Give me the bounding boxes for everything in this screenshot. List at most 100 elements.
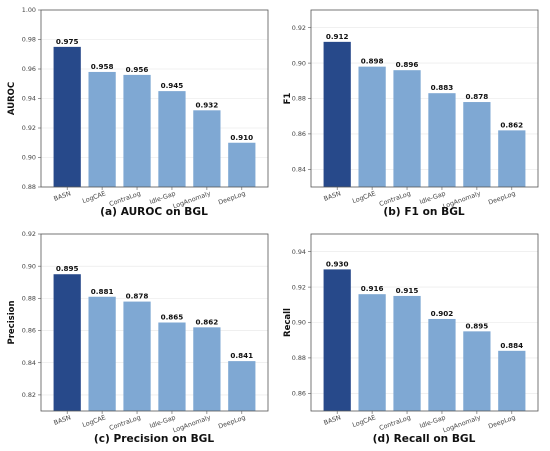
y-tick-label: 0.92 xyxy=(22,124,36,132)
x-tick-label: DeepLog xyxy=(487,189,516,206)
bar-logcae xyxy=(88,296,116,411)
bar-idle-gap xyxy=(428,318,456,411)
x-tick-label: DeepLog xyxy=(217,413,246,430)
x-tick-label: BASN xyxy=(53,413,72,427)
y-tick-label: 0.92 xyxy=(22,230,36,238)
bar-logcae xyxy=(358,66,386,187)
value-label: 0.881 xyxy=(91,287,114,296)
plot-frame xyxy=(40,233,269,412)
y-tick-label: 0.88 xyxy=(292,95,306,103)
bar-logcae xyxy=(358,294,386,411)
plot-frame xyxy=(310,9,539,188)
chart-panel-b: 0.84 0.86 0.88 0.90 0.92 0.912 BASN 0.898 LogCAE… xyxy=(283,9,539,218)
plot-frame xyxy=(40,9,269,188)
x-tick-label: LogCAE xyxy=(81,189,107,205)
bar-deeplog xyxy=(228,142,256,187)
bar-loganomaly xyxy=(193,327,221,411)
value-label: 0.932 xyxy=(196,100,219,109)
value-label: 0.895 xyxy=(56,264,79,273)
y-axis-label: Recall xyxy=(283,308,293,337)
bar-deeplog xyxy=(498,130,526,187)
value-label: 0.878 xyxy=(126,292,149,301)
x-tick-label: DeepLog xyxy=(217,189,246,206)
value-label: 0.865 xyxy=(161,313,184,322)
x-tick-label: BASN xyxy=(53,189,72,203)
y-tick-label: 0.98 xyxy=(22,36,36,44)
y-tick-label: 0.96 xyxy=(22,65,36,73)
y-axis-label: AUROC xyxy=(7,82,17,115)
x-tick-label: LogAnomaly xyxy=(442,413,482,434)
value-label: 0.930 xyxy=(326,259,349,268)
value-label: 0.975 xyxy=(56,37,79,46)
y-tick-label: 0.92 xyxy=(292,24,306,32)
bar-deeplog xyxy=(498,350,526,411)
y-tick-label: 0.88 xyxy=(22,295,36,303)
chart-panel-c: 0.82 0.84 0.86 0.88 0.90 0.92 0.895 BASN 0.881 Lo… xyxy=(7,230,269,445)
y-tick-label: 0.88 xyxy=(292,354,306,362)
y-tick-label: 0.86 xyxy=(292,390,306,398)
y-tick-label: 0.92 xyxy=(292,283,306,291)
y-tick-label: 0.86 xyxy=(292,130,306,138)
y-tick-label: 0.90 xyxy=(292,59,306,67)
bar-basn xyxy=(53,274,81,411)
panel-caption: (c) Precision on BGL xyxy=(94,433,214,445)
bar-loganomaly xyxy=(463,102,491,187)
bar-loganomaly xyxy=(463,331,491,411)
bar-idle-gap xyxy=(158,91,186,187)
bar-basn xyxy=(53,46,81,187)
y-tick-label: 0.90 xyxy=(292,319,306,327)
bar-basn xyxy=(323,269,351,411)
chart-panel-a: 0.88 0.90 0.92 0.94 0.96 0.98 1.00 0.975 BASN 0.9… xyxy=(7,6,269,218)
value-label: 0.878 xyxy=(466,92,489,101)
value-label: 0.862 xyxy=(500,120,523,129)
chart-panel-d: 0.86 0.88 0.90 0.92 0.94 0.930 BASN 0.916 LogCAE… xyxy=(283,233,539,445)
panel-caption: (a) AUROC on BGL xyxy=(100,206,208,218)
y-tick-label: 0.88 xyxy=(22,183,36,191)
y-tick-label: 1.00 xyxy=(22,6,36,14)
panel-caption: (b) F1 on BGL xyxy=(383,206,465,218)
x-tick-label: ContraLog xyxy=(378,413,412,432)
value-label: 0.910 xyxy=(230,133,253,142)
y-tick-label: 0.84 xyxy=(22,359,36,367)
value-label: 0.896 xyxy=(396,60,419,69)
value-label: 0.912 xyxy=(326,32,349,41)
value-label: 0.883 xyxy=(431,83,454,92)
x-tick-label: BASN xyxy=(323,189,342,203)
y-tick-label: 0.82 xyxy=(22,391,36,399)
y-tick-label: 0.94 xyxy=(292,248,306,256)
y-tick-label: 0.90 xyxy=(22,154,36,162)
y-tick-label: 0.84 xyxy=(292,166,306,174)
panel-caption: (d) Recall on BGL xyxy=(373,433,476,445)
value-label: 0.956 xyxy=(126,65,149,74)
bar-contralog xyxy=(393,295,421,411)
y-axis-label: Precision xyxy=(7,300,17,344)
bar-logcae xyxy=(88,71,116,187)
value-label: 0.884 xyxy=(500,341,523,350)
value-label: 0.958 xyxy=(91,62,114,71)
bar-idle-gap xyxy=(428,93,456,187)
bar-deeplog xyxy=(228,361,256,411)
value-label: 0.916 xyxy=(361,284,384,293)
plot-frame xyxy=(310,233,539,412)
bar-basn xyxy=(323,41,351,187)
value-label: 0.898 xyxy=(361,57,384,66)
x-tick-label: LogCAE xyxy=(81,413,107,429)
y-tick-label: 0.86 xyxy=(22,327,36,335)
x-tick-label: LogCAE xyxy=(351,189,377,205)
bar-contralog xyxy=(393,70,421,187)
bar-loganomaly xyxy=(193,110,221,187)
x-tick-label: LogAnomaly xyxy=(172,413,212,434)
y-tick-label: 0.90 xyxy=(22,262,36,270)
x-tick-label: DeepLog xyxy=(487,413,516,430)
x-tick-label: BASN xyxy=(323,413,342,427)
value-label: 0.862 xyxy=(196,317,219,326)
y-axis-label: F1 xyxy=(283,93,293,105)
value-label: 0.895 xyxy=(466,321,489,330)
value-label: 0.902 xyxy=(431,309,454,318)
bar-contralog xyxy=(123,301,151,411)
x-tick-label: LogCAE xyxy=(351,413,377,429)
bar-idle-gap xyxy=(158,322,186,411)
value-label: 0.915 xyxy=(396,286,419,295)
value-label: 0.841 xyxy=(230,351,253,360)
